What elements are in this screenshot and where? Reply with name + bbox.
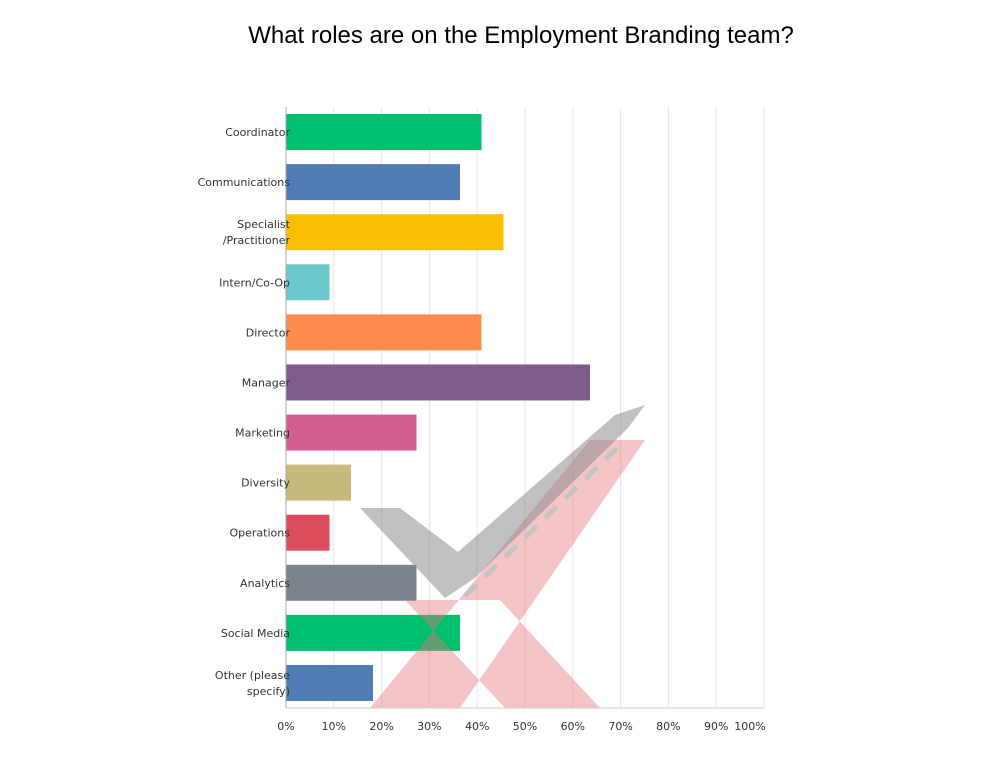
cross-watermark-icon — [370, 440, 645, 708]
category-labels: Coordinator Communications Specialist/Prac… — [198, 126, 291, 698]
x-tick-label: 100% — [734, 720, 765, 733]
x-tick-label: 90% — [704, 720, 728, 733]
category-label: Marketing — [235, 427, 290, 440]
x-tick-label: 20% — [369, 720, 393, 733]
x-tick-label: 70% — [608, 720, 632, 733]
check-watermark-icon — [360, 405, 645, 598]
bar — [286, 264, 330, 301]
check-and-cross-watermark — [360, 405, 645, 708]
category-label: Operations — [230, 527, 291, 540]
category-label: Coordinator — [225, 126, 290, 139]
category-label: Director — [246, 326, 291, 339]
axes — [285, 107, 764, 709]
category-label: Analytics — [240, 577, 290, 590]
bar — [286, 664, 373, 701]
category-label: Other (please specify) — [215, 669, 290, 698]
bar — [286, 564, 417, 601]
x-tick-label: 40% — [465, 720, 489, 733]
x-tick-label: 30% — [417, 720, 441, 733]
dashed-line-watermark — [463, 443, 622, 598]
x-tick-labels: 0% 10% 20% 30% 40% 50% 60% 70% 80% 90% 100% — [277, 720, 765, 733]
bar — [286, 614, 460, 651]
category-label: Social Media — [221, 627, 290, 640]
bar — [286, 464, 352, 501]
x-tick-label: 60% — [561, 720, 585, 733]
x-tick-label: 0% — [277, 720, 294, 733]
bar — [286, 214, 504, 251]
bar — [286, 164, 460, 201]
category-label: Specialist/Practitioner — [223, 218, 291, 247]
bar — [286, 314, 482, 351]
bar — [286, 414, 417, 451]
category-label: Diversity — [241, 477, 290, 490]
category-label: Manager — [242, 376, 291, 389]
x-tick-label: 50% — [513, 720, 537, 733]
bar — [286, 114, 482, 151]
bar — [286, 364, 591, 401]
bar — [286, 514, 330, 551]
chart-title: What roles are on the Employment Brandin… — [248, 22, 794, 49]
category-label: Intern/Co-Op — [219, 276, 290, 289]
bars — [286, 114, 591, 701]
gridlines — [333, 107, 765, 708]
x-tick-label: 80% — [656, 720, 680, 733]
x-tick-label: 10% — [322, 720, 346, 733]
category-label: Communications — [198, 176, 291, 189]
